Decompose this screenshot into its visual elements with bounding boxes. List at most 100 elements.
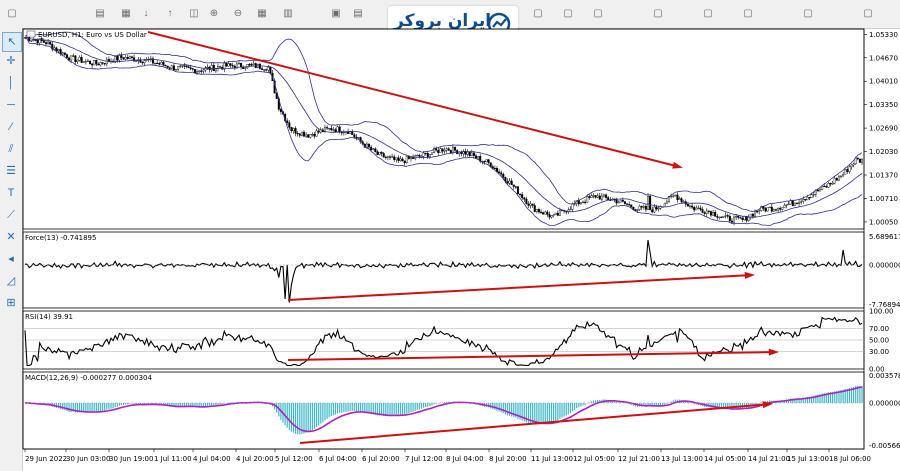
vertical-line-icon[interactable]: │ (7, 77, 15, 89)
toolbar-icon[interactable]: ▤ (95, 8, 105, 19)
candle-body (252, 63, 255, 65)
toolbar-icon[interactable]: ▢ (803, 8, 813, 19)
crosshair-icon[interactable]: ✛ (6, 55, 16, 67)
candle-body (42, 40, 45, 43)
macd-axis-label: 0.003578 (869, 372, 900, 380)
candle-body (231, 65, 234, 67)
toolbar-icon[interactable]: ▢ (593, 8, 603, 19)
candle-body (477, 155, 480, 159)
candle-body (99, 62, 102, 66)
price-axis-label: 1.00050 (869, 218, 898, 226)
candle-body (430, 152, 433, 155)
toolbar-icon[interactable]: ▢ (653, 8, 663, 19)
candle-body (376, 151, 379, 155)
candle-body (470, 152, 473, 156)
candle-body (556, 212, 559, 216)
candle-body (286, 120, 289, 123)
toolbar-icon[interactable]: ▢ (703, 8, 713, 19)
fibonacci-icon[interactable]: ☰ (6, 165, 16, 177)
candle-body (617, 201, 620, 204)
toolbar-icon[interactable]: ▤ (353, 8, 363, 19)
candle-body (678, 198, 681, 200)
candle-body (164, 65, 167, 67)
candle-body (200, 70, 203, 72)
candle-body (542, 212, 545, 215)
toolbar-icon[interactable]: ↓ (143, 8, 149, 19)
candle-body (688, 205, 691, 207)
candle-body (89, 60, 92, 65)
candle-body (63, 52, 66, 55)
candle-body (514, 186, 517, 188)
grid-icon[interactable]: ▦ (257, 8, 267, 19)
candle-body (389, 156, 392, 158)
candle-body (78, 57, 81, 61)
candle-body (298, 133, 301, 136)
zoom-in-icon[interactable]: ⊕ (209, 8, 219, 19)
candle-body (193, 69, 196, 74)
candle-body (189, 67, 192, 69)
candle-body (498, 171, 501, 174)
candle-body (674, 194, 677, 197)
horizontal-line-icon[interactable]: ─ (7, 99, 15, 111)
candle-body (225, 62, 228, 67)
candle-body (793, 202, 796, 206)
candle-body (229, 63, 232, 66)
candle-body (279, 109, 282, 112)
candle-body (680, 198, 683, 203)
candle-body (338, 126, 341, 133)
candle-body (426, 153, 429, 158)
toolbar-icon[interactable]: ▢ (563, 8, 573, 19)
candle-body (672, 195, 675, 197)
toolbar-icon[interactable]: ▦ (121, 8, 131, 19)
candle-body (663, 203, 666, 207)
candle-body (523, 197, 526, 200)
candle-body (227, 63, 230, 67)
trendline-icon[interactable]: ⁄ (10, 121, 12, 133)
candle-body (636, 209, 639, 211)
candle-body (596, 195, 599, 198)
candle-body (586, 196, 589, 203)
candle-body (170, 65, 173, 69)
candle-body (703, 212, 706, 214)
toolbar-icon[interactable]: ▥ (283, 8, 293, 19)
candle-body (487, 159, 490, 163)
text-icon[interactable]: T (7, 187, 15, 199)
candle-body (804, 199, 807, 201)
candle-body (187, 66, 190, 68)
toolbar-icon[interactable]: ▢ (7, 8, 17, 19)
candle-body (175, 69, 178, 71)
candle-body (340, 132, 343, 134)
shapes-icon[interactable]: ◿ (6, 275, 16, 287)
candle-body (600, 195, 603, 200)
objects-icon[interactable]: ⊞ (6, 297, 16, 309)
toolbar-icon[interactable]: ▢ (863, 8, 873, 19)
candle-body (311, 134, 314, 136)
macd-pane (22, 371, 865, 450)
candle-body (44, 42, 47, 45)
candle-body (659, 206, 662, 209)
toolbar-icon[interactable]: ▢ (743, 8, 753, 19)
candle-body (861, 159, 864, 163)
cursor-icon[interactable]: ↖ (2, 32, 22, 52)
gann-icon[interactable]: ✕ (6, 231, 16, 243)
channel-icon[interactable]: ⫽ (8, 143, 14, 155)
force-trend-arrow (287, 274, 753, 301)
pitchfork-icon[interactable]: ⟋ (7, 209, 15, 221)
toolbar-icon[interactable]: ▢ (533, 8, 543, 19)
toolbar-icon[interactable]: ▣ (331, 8, 341, 19)
candle-body (49, 41, 52, 45)
candle-body (628, 204, 631, 206)
zoom-out-icon[interactable]: ⊖ (233, 8, 243, 19)
candle-body (823, 185, 826, 188)
toolbar-icon[interactable]: ◫ (189, 8, 199, 19)
toolbar-icon[interactable]: ↑ (167, 8, 173, 19)
time-axis-label: 14 Jul 05:00 (704, 455, 746, 463)
candle-body (449, 150, 452, 153)
candle-body (451, 146, 454, 153)
candle-body (185, 65, 188, 68)
candle-body (670, 195, 673, 198)
arrow-tool-icon[interactable]: ◂ (8, 253, 14, 265)
candle-body (315, 130, 318, 137)
candle-body (800, 201, 803, 203)
